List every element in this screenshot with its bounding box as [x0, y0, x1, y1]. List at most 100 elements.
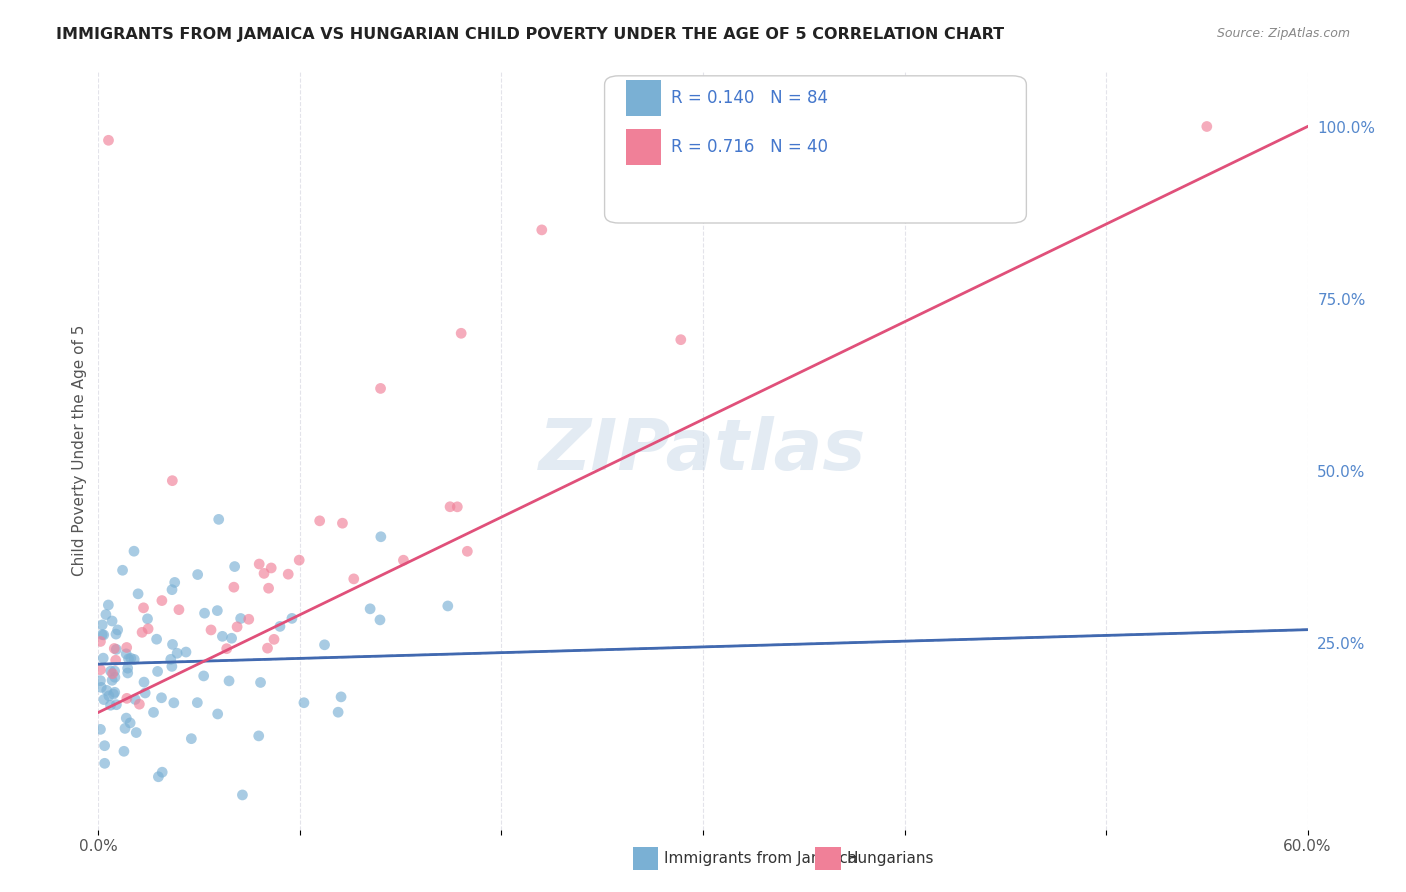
Point: [314, 638, 336, 652]
Point: [222, 580, 245, 594]
Text: Source: ZipAtlas.com: Source: ZipAtlas.com: [1216, 27, 1350, 40]
Point: [93, 628, 115, 642]
Y-axis label: Child Poverty Under the Age of 5: Child Poverty Under the Age of 5: [72, 325, 87, 576]
Point: [187, 567, 209, 582]
Point: [136, 612, 159, 626]
Point: [263, 632, 285, 647]
Point: [124, 692, 146, 706]
Point: [226, 620, 249, 634]
Point: [103, 641, 125, 656]
Point: [174, 645, 197, 659]
Point: [221, 632, 243, 646]
Point: [100, 698, 122, 713]
Point: [112, 744, 135, 758]
Point: [115, 647, 138, 661]
Point: [193, 669, 215, 683]
Point: [97, 133, 120, 147]
Point: [93, 692, 115, 706]
Point: [150, 690, 173, 705]
Point: [436, 599, 458, 613]
Point: [125, 725, 148, 739]
Text: ZIPatlas: ZIPatlas: [540, 416, 866, 485]
Point: [277, 567, 299, 582]
Point: [218, 673, 240, 688]
Point: [91, 651, 114, 665]
Point: [211, 629, 233, 643]
Point: [97, 598, 120, 612]
Point: [150, 765, 173, 780]
Point: [186, 696, 208, 710]
Point: [91, 628, 114, 642]
Point: [89, 673, 111, 688]
Point: [90, 681, 112, 695]
Point: [111, 563, 134, 577]
Point: [146, 665, 169, 679]
Point: [193, 606, 215, 620]
Point: [131, 625, 153, 640]
Point: [142, 706, 165, 720]
Point: [101, 673, 124, 688]
Text: R = 0.140   N = 84: R = 0.140 N = 84: [671, 89, 828, 107]
Point: [247, 557, 270, 571]
Point: [128, 697, 150, 711]
Point: [122, 544, 145, 558]
Text: IMMIGRANTS FROM JAMAICA VS HUNGARIAN CHILD POVERTY UNDER THE AGE OF 5 CORRELATIO: IMMIGRANTS FROM JAMAICA VS HUNGARIAN CHI…: [56, 27, 1004, 42]
Point: [207, 706, 229, 721]
Point: [120, 715, 142, 730]
Point: [249, 675, 271, 690]
Point: [91, 618, 114, 632]
Point: [107, 623, 129, 637]
Point: [93, 739, 115, 753]
Point: [136, 622, 159, 636]
Point: [253, 566, 276, 581]
Point: [208, 512, 231, 526]
Point: [669, 333, 692, 347]
Point: [238, 612, 260, 626]
Point: [101, 614, 124, 628]
Point: [368, 613, 391, 627]
Point: [94, 607, 117, 622]
Point: [100, 664, 122, 678]
Point: [104, 670, 127, 684]
Point: [281, 611, 304, 625]
Point: [456, 544, 478, 558]
Point: [288, 553, 311, 567]
Point: [104, 685, 127, 699]
Point: [326, 705, 349, 719]
Point: [101, 666, 124, 681]
Point: [215, 641, 238, 656]
Text: Hungarians: Hungarians: [846, 852, 934, 866]
Point: [132, 675, 155, 690]
Point: [115, 711, 138, 725]
Point: [160, 582, 183, 597]
Point: [162, 474, 184, 488]
Point: [159, 652, 181, 666]
Point: [120, 651, 142, 665]
Point: [105, 698, 128, 712]
Point: [117, 665, 139, 680]
Point: [200, 623, 222, 637]
Point: [392, 553, 415, 567]
Point: [148, 770, 170, 784]
Point: [332, 516, 354, 531]
Point: [122, 652, 145, 666]
Text: R = 0.716   N = 40: R = 0.716 N = 40: [671, 138, 828, 156]
Point: [370, 530, 392, 544]
Point: [93, 756, 115, 771]
Point: [114, 722, 136, 736]
Point: [292, 696, 315, 710]
Point: [224, 559, 246, 574]
Point: [89, 663, 111, 677]
Point: [308, 514, 330, 528]
Point: [96, 683, 118, 698]
Point: [103, 687, 125, 701]
Point: [127, 587, 149, 601]
Point: [450, 326, 472, 341]
Point: [104, 664, 127, 678]
Point: [256, 641, 278, 656]
Point: [359, 602, 381, 616]
Point: [370, 381, 392, 395]
Point: [160, 659, 183, 673]
Point: [446, 500, 468, 514]
Point: [105, 627, 128, 641]
